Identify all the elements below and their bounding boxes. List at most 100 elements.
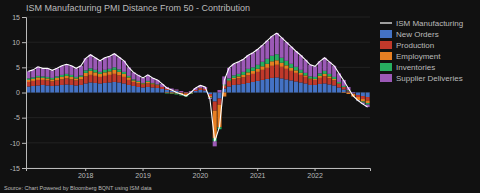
- bar: [323, 76, 327, 83]
- bar: [265, 41, 269, 59]
- legend-label: Employment: [396, 52, 441, 61]
- bar: [256, 49, 260, 65]
- tick: 2021: [250, 168, 266, 179]
- bar: [31, 77, 35, 79]
- bar: [280, 63, 284, 67]
- legend-item: Production: [380, 41, 434, 50]
- bar: [289, 64, 293, 68]
- bar: [136, 83, 140, 87]
- bar: [256, 81, 260, 93]
- bar: [337, 87, 341, 92]
- background: [0, 0, 480, 193]
- bar: [93, 76, 97, 83]
- bar: [361, 93, 365, 97]
- bar: [141, 78, 145, 83]
- tick: 2019: [135, 168, 151, 179]
- bar: [313, 79, 317, 80]
- bar: [108, 82, 112, 92]
- bar: [88, 71, 92, 75]
- bar: [294, 67, 298, 71]
- bar: [289, 68, 293, 71]
- tick: -5: [14, 114, 26, 121]
- bar: [79, 85, 83, 93]
- bar: [251, 74, 255, 82]
- bar: [41, 76, 45, 78]
- bar: [170, 93, 174, 95]
- bar: [108, 56, 112, 69]
- bar: [131, 79, 135, 80]
- bar: [88, 82, 92, 92]
- bar: [74, 85, 78, 92]
- bar: [146, 82, 150, 84]
- bar: [313, 77, 317, 79]
- grid-line: [26, 142, 370, 143]
- line: [28, 33, 367, 141]
- bar: [55, 68, 59, 76]
- bar: [98, 74, 102, 77]
- legend-label: New Orders: [396, 30, 439, 39]
- bar: [260, 70, 264, 80]
- bar: [332, 77, 336, 79]
- bar: [246, 69, 250, 73]
- bar: [69, 77, 73, 80]
- grid: [26, 17, 370, 168]
- plot-area: [26, 33, 369, 146]
- bar: [41, 80, 45, 85]
- bar: [318, 84, 322, 93]
- bar: [79, 77, 83, 80]
- bar: [151, 87, 155, 92]
- bar: [227, 78, 231, 80]
- bar: [308, 78, 312, 79]
- bar: [136, 81, 140, 82]
- bar: [308, 85, 312, 93]
- tick-mark: [22, 143, 26, 144]
- bar: [232, 79, 236, 85]
- bar: [366, 97, 370, 101]
- bar: [112, 67, 116, 70]
- bar: [198, 88, 202, 90]
- legend-label: ISM Manufacturing: [396, 19, 463, 28]
- bar: [313, 80, 317, 85]
- bar: [60, 79, 64, 85]
- bar: [308, 76, 312, 78]
- legend-swatch: [380, 30, 392, 38]
- bar: [117, 82, 121, 92]
- bar: [327, 84, 331, 92]
- bar: [241, 77, 245, 84]
- bar: [303, 77, 307, 84]
- bar-series: [26, 77, 369, 101]
- bar: [284, 42, 288, 61]
- bar: [112, 74, 116, 82]
- legend-label: Production: [396, 41, 434, 50]
- bar: [318, 78, 322, 84]
- bar: [260, 62, 264, 67]
- bar: [217, 90, 221, 93]
- title: ISM Manufacturing PMI Distance From 50 -…: [26, 3, 250, 13]
- bar: [98, 61, 102, 72]
- bar: [251, 53, 255, 68]
- bar: [55, 78, 59, 81]
- bar: [179, 91, 183, 93]
- bar: [184, 91, 188, 93]
- bar: [146, 87, 150, 93]
- bar: [45, 68, 49, 77]
- tick-mark: [143, 168, 144, 171]
- bar: [31, 70, 35, 78]
- tick-label: 5: [16, 64, 20, 71]
- tick-mark: [22, 42, 26, 43]
- bar: [213, 141, 217, 146]
- bar: [151, 83, 155, 84]
- bar: [227, 81, 231, 86]
- bar: [184, 92, 188, 93]
- bar: [356, 95, 360, 97]
- bar: [194, 91, 198, 93]
- bar: [65, 64, 69, 74]
- bar: [280, 58, 284, 63]
- bar: [337, 82, 341, 84]
- bar: [332, 80, 336, 85]
- bar: [299, 75, 303, 83]
- bar: [50, 79, 54, 81]
- tick-label: 0: [16, 89, 20, 96]
- bar: [337, 84, 341, 88]
- bar: [36, 85, 40, 92]
